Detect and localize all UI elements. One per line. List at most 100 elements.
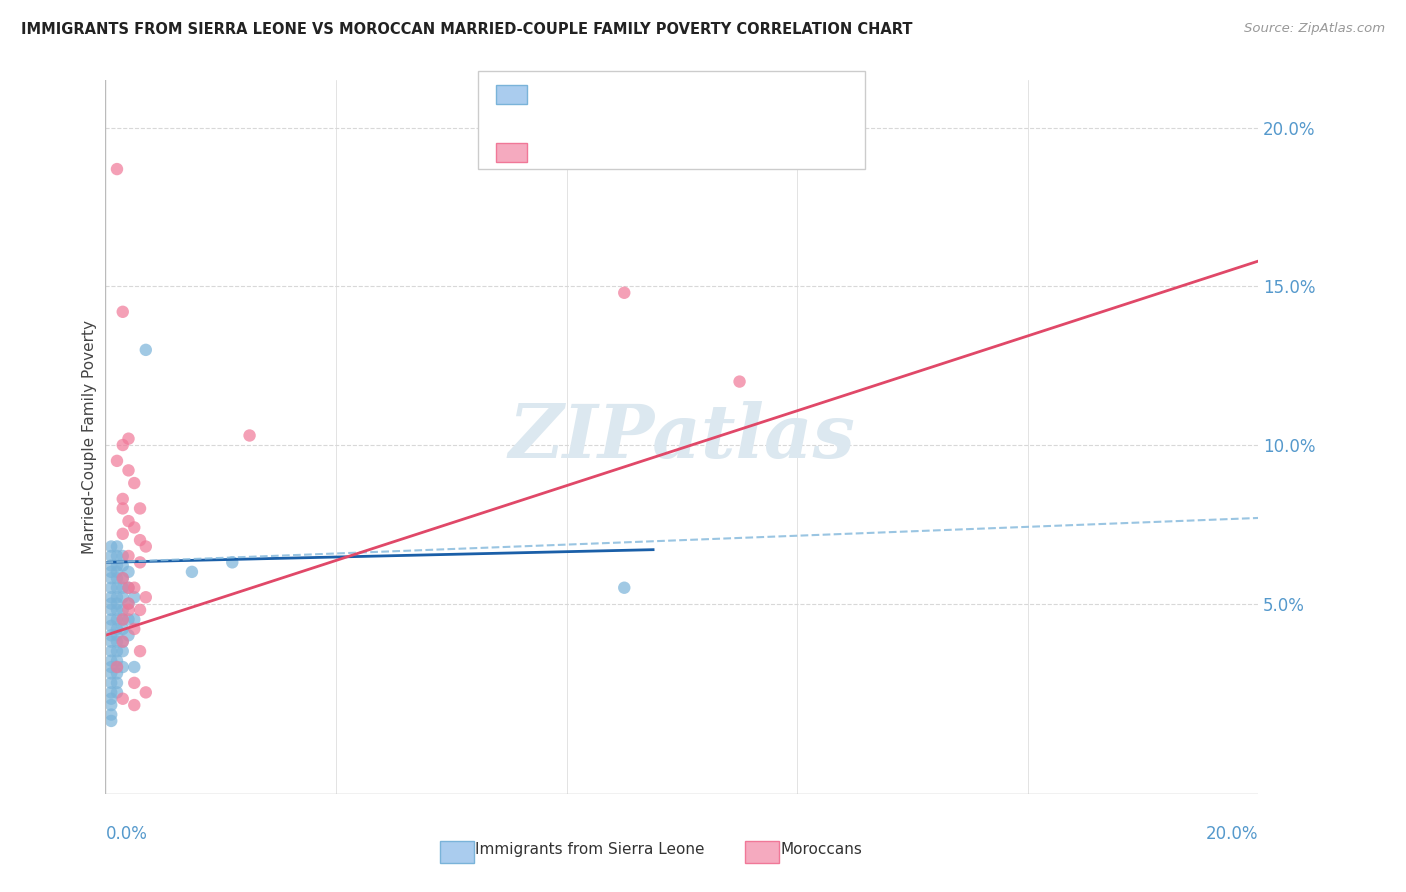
Point: [100, 691, 122, 706]
Point: [124, 660, 146, 674]
Point: [100, 714, 122, 728]
Point: [221, 555, 243, 569]
Text: 20.0%: 20.0%: [1206, 825, 1258, 843]
Point: [111, 501, 134, 516]
Point: [111, 438, 134, 452]
Point: [100, 666, 122, 681]
Text: ZIPatlas: ZIPatlas: [509, 401, 855, 474]
Point: [129, 533, 152, 548]
Text: R =: R =: [534, 152, 571, 169]
Point: [105, 612, 128, 626]
Point: [117, 597, 139, 611]
Point: [105, 644, 128, 658]
Point: [117, 612, 139, 626]
Point: [135, 343, 157, 357]
Point: [100, 565, 122, 579]
Point: [105, 591, 128, 605]
Point: [105, 666, 128, 681]
Point: [239, 428, 262, 442]
Point: [105, 634, 128, 648]
Point: [111, 634, 134, 648]
Point: [105, 654, 128, 668]
Point: [135, 591, 157, 605]
Point: [117, 597, 139, 611]
Point: [111, 644, 134, 658]
Point: [111, 571, 134, 585]
Point: [105, 581, 128, 595]
Point: [100, 660, 122, 674]
Point: [100, 581, 122, 595]
Point: [124, 612, 146, 626]
Point: [100, 603, 122, 617]
Point: [100, 707, 122, 722]
Point: [124, 581, 146, 595]
Point: [111, 526, 134, 541]
Point: [181, 565, 204, 579]
Point: [111, 634, 134, 648]
Text: N =: N =: [651, 152, 688, 169]
Point: [105, 549, 128, 563]
Point: [105, 685, 128, 699]
Point: [613, 285, 636, 300]
Point: [135, 685, 157, 699]
Point: [124, 676, 146, 690]
Point: [124, 476, 146, 491]
Point: [111, 558, 134, 573]
Text: 36: 36: [696, 152, 718, 169]
Point: [135, 540, 157, 554]
Point: [100, 685, 122, 699]
Point: [105, 628, 128, 642]
Text: Moroccans: Moroccans: [780, 842, 862, 856]
Point: [100, 597, 122, 611]
Text: N =: N =: [651, 94, 688, 112]
Point: [117, 603, 139, 617]
Point: [100, 549, 122, 563]
Point: [117, 565, 139, 579]
Point: [100, 540, 122, 554]
Point: [105, 540, 128, 554]
Point: [111, 581, 134, 595]
Point: [129, 603, 152, 617]
Point: [117, 628, 139, 642]
Point: [105, 565, 128, 579]
Point: [105, 603, 128, 617]
Point: [100, 612, 122, 626]
Point: [100, 698, 122, 712]
Point: [129, 501, 152, 516]
Point: [117, 581, 139, 595]
Point: [728, 375, 751, 389]
Point: [111, 305, 134, 319]
Point: [100, 634, 122, 648]
Point: [111, 622, 134, 636]
Point: [100, 644, 122, 658]
Point: [111, 549, 134, 563]
Point: [111, 691, 134, 706]
Point: [117, 463, 139, 477]
Point: [111, 660, 134, 674]
Text: 0.0%: 0.0%: [105, 825, 148, 843]
Point: [117, 514, 139, 528]
Point: [613, 581, 636, 595]
Point: [105, 558, 128, 573]
Point: [124, 520, 146, 534]
Text: 64: 64: [696, 94, 718, 112]
Point: [129, 555, 152, 569]
Point: [105, 676, 128, 690]
Point: [105, 660, 128, 674]
Point: [100, 676, 122, 690]
Text: Source: ZipAtlas.com: Source: ZipAtlas.com: [1244, 22, 1385, 36]
Point: [100, 591, 122, 605]
Point: [100, 654, 122, 668]
Point: [111, 571, 134, 585]
Point: [100, 628, 122, 642]
Point: [117, 581, 139, 595]
Point: [105, 597, 128, 611]
Point: [111, 612, 134, 626]
Point: [105, 454, 128, 468]
Point: [100, 619, 122, 633]
Y-axis label: Married-Couple Family Poverty: Married-Couple Family Poverty: [82, 320, 97, 554]
Point: [129, 644, 152, 658]
Point: [105, 571, 128, 585]
Point: [111, 491, 134, 506]
Point: [100, 558, 122, 573]
